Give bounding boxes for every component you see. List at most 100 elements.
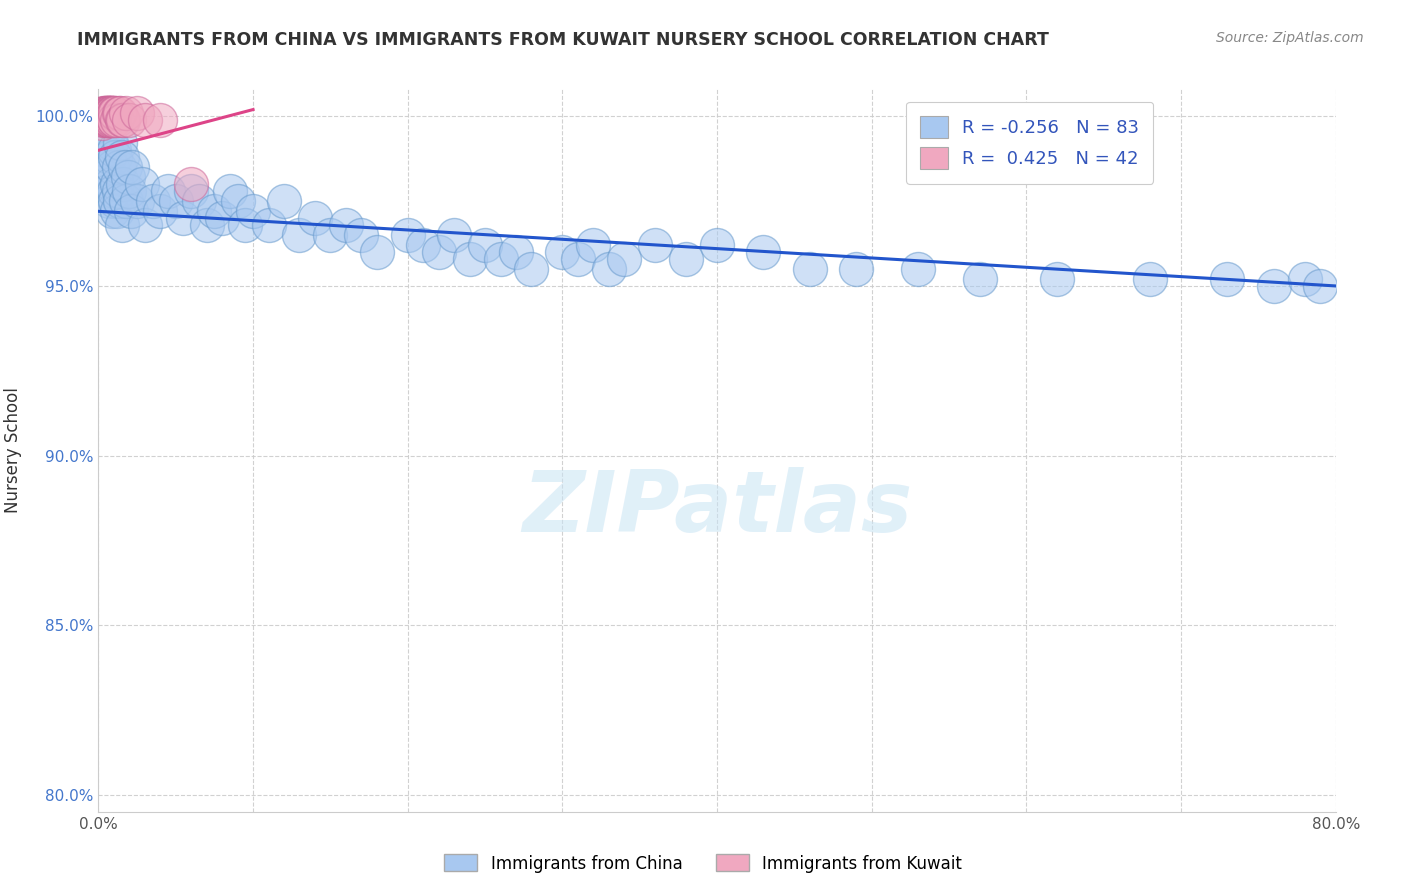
Point xyxy=(107,184,129,198)
Point xyxy=(675,252,697,266)
Point xyxy=(335,218,357,232)
Point xyxy=(98,112,121,127)
Point xyxy=(111,150,132,164)
Point xyxy=(474,238,496,252)
Point xyxy=(567,252,589,266)
Point xyxy=(98,194,121,208)
Point xyxy=(98,106,121,120)
Point xyxy=(108,194,131,208)
Point xyxy=(204,204,226,219)
Point xyxy=(100,106,122,120)
Text: ZIPatlas: ZIPatlas xyxy=(522,467,912,549)
Point xyxy=(1139,272,1161,286)
Point xyxy=(93,106,115,120)
Point xyxy=(226,194,249,208)
Point xyxy=(97,106,120,120)
Point xyxy=(103,106,125,120)
Point xyxy=(458,252,481,266)
Point xyxy=(103,106,125,120)
Point xyxy=(127,106,149,120)
Point xyxy=(104,106,127,120)
Point xyxy=(97,112,120,127)
Point xyxy=(115,194,138,208)
Point xyxy=(114,160,136,174)
Point xyxy=(157,184,180,198)
Point xyxy=(165,194,187,208)
Point xyxy=(121,160,143,174)
Point xyxy=(907,262,929,277)
Point xyxy=(752,245,775,260)
Point xyxy=(93,112,115,127)
Point xyxy=(96,112,118,127)
Point xyxy=(969,272,991,286)
Point xyxy=(112,112,135,127)
Point xyxy=(100,112,122,127)
Point xyxy=(104,150,127,164)
Point xyxy=(141,194,165,208)
Point xyxy=(100,106,122,120)
Point xyxy=(149,112,172,127)
Point xyxy=(105,112,128,127)
Point xyxy=(90,116,112,130)
Text: Source: ZipAtlas.com: Source: ZipAtlas.com xyxy=(1216,31,1364,45)
Point xyxy=(219,184,242,198)
Point xyxy=(118,112,141,127)
Point xyxy=(188,194,211,208)
Point xyxy=(598,262,620,277)
Legend: R = -0.256   N = 83, R =  0.425   N = 42: R = -0.256 N = 83, R = 0.425 N = 42 xyxy=(905,102,1153,184)
Point xyxy=(396,228,419,243)
Point xyxy=(443,228,465,243)
Point xyxy=(93,143,115,157)
Point xyxy=(412,238,434,252)
Point xyxy=(304,211,326,226)
Point xyxy=(111,218,132,232)
Point xyxy=(644,238,666,252)
Point xyxy=(127,194,149,208)
Point xyxy=(505,245,527,260)
Point xyxy=(706,238,728,252)
Y-axis label: Nursery School: Nursery School xyxy=(4,387,21,514)
Legend: Immigrants from China, Immigrants from Kuwait: Immigrants from China, Immigrants from K… xyxy=(437,847,969,880)
Point xyxy=(1309,279,1331,293)
Point xyxy=(366,245,388,260)
Point xyxy=(134,218,156,232)
Point xyxy=(118,184,141,198)
Point xyxy=(845,262,868,277)
Point xyxy=(93,106,115,120)
Point xyxy=(103,112,125,127)
Point xyxy=(100,106,122,120)
Point xyxy=(350,228,373,243)
Point xyxy=(100,136,122,151)
Point xyxy=(101,112,124,127)
Point xyxy=(1046,272,1069,286)
Point xyxy=(97,106,120,120)
Point xyxy=(104,194,127,208)
Point xyxy=(195,218,218,232)
Point xyxy=(97,126,120,140)
Point xyxy=(242,204,264,219)
Point xyxy=(103,184,125,198)
Point xyxy=(98,150,121,164)
Point xyxy=(100,177,122,191)
Point xyxy=(117,170,139,185)
Point xyxy=(105,204,128,219)
Point xyxy=(1294,272,1316,286)
Point xyxy=(1263,279,1285,293)
Point xyxy=(120,204,142,219)
Point xyxy=(180,177,202,191)
Point xyxy=(105,177,128,191)
Point xyxy=(98,106,121,120)
Point xyxy=(112,177,135,191)
Point xyxy=(96,106,118,120)
Point xyxy=(257,218,280,232)
Point xyxy=(427,245,450,260)
Point xyxy=(107,106,129,120)
Point xyxy=(134,112,156,127)
Point xyxy=(131,177,153,191)
Point xyxy=(273,194,295,208)
Point xyxy=(97,106,120,120)
Text: IMMIGRANTS FROM CHINA VS IMMIGRANTS FROM KUWAIT NURSERY SCHOOL CORRELATION CHART: IMMIGRANTS FROM CHINA VS IMMIGRANTS FROM… xyxy=(77,31,1049,49)
Point xyxy=(91,160,114,174)
Point xyxy=(107,160,129,174)
Point xyxy=(233,218,257,232)
